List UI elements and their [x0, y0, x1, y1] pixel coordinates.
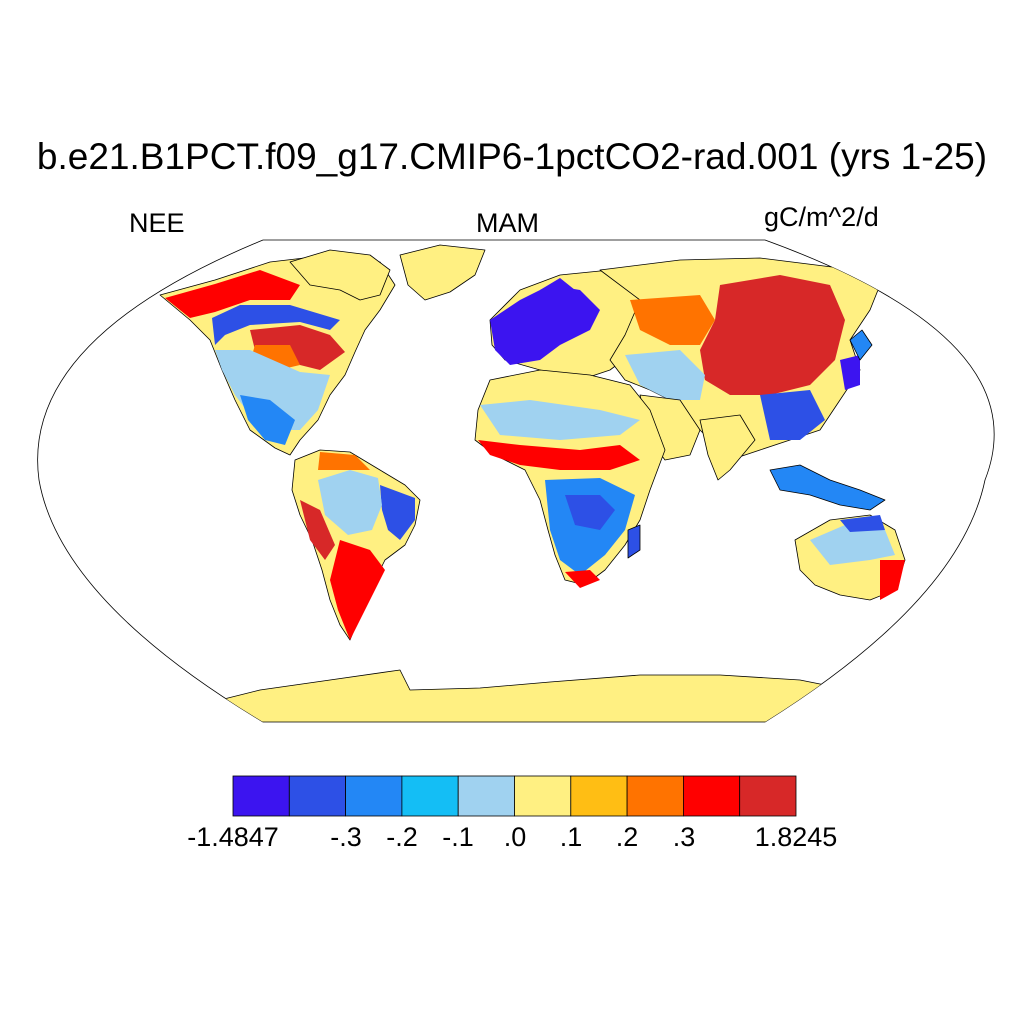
- colorbar-box-3: [401, 775, 459, 817]
- colorbar-box-0: [232, 775, 290, 817]
- north-america-blue: [212, 305, 340, 345]
- australia-red: [880, 560, 905, 600]
- australia-lightblue: [810, 525, 895, 565]
- colorbar-box-5: [514, 775, 572, 817]
- colorbar-box-1: [288, 775, 346, 817]
- north-america-blue-2: [240, 395, 295, 445]
- greenland: [399, 244, 486, 301]
- colorbar-box-4: [457, 775, 515, 817]
- season-label: MAM: [476, 208, 539, 238]
- south-america-orange: [318, 452, 370, 470]
- colorbar-tick-label: .3: [672, 822, 696, 852]
- madagascar: [627, 524, 641, 559]
- africa-blue-2: [565, 495, 615, 530]
- south-america-red: [300, 500, 335, 560]
- north-america-red: [165, 270, 300, 318]
- colorbar-tick-label: -.2: [386, 822, 418, 852]
- colorbar-tick-label: .1: [559, 822, 583, 852]
- plot-title: b.e21.B1PCT.f09_g17.CMIP6-1pctCO2-rad.00…: [36, 136, 988, 177]
- asia-lightblue: [625, 350, 705, 400]
- south-america-red-2: [330, 540, 385, 640]
- japan: [849, 329, 873, 361]
- colorbar-tick-label: -.3: [330, 822, 362, 852]
- europe-blue-2: [540, 278, 575, 305]
- colorbar-tick-label: -.1: [442, 822, 474, 852]
- colorbar-box-6: [570, 775, 628, 817]
- asia-red: [700, 275, 845, 395]
- north-america-lightblue: [215, 350, 330, 430]
- north-america-red-2: [250, 325, 345, 370]
- asia-orange: [630, 295, 715, 345]
- europe-blue: [490, 285, 600, 365]
- colorbar-tick-label: -1.4847: [187, 822, 279, 852]
- colorbar-tick-label: .0: [503, 822, 527, 852]
- colorbar-box-7: [626, 775, 684, 817]
- arctic-islands: [289, 249, 391, 301]
- africa-red: [478, 440, 640, 470]
- colorbar-box-2: [345, 775, 403, 817]
- south-america-blue: [380, 485, 415, 540]
- units-label: gC/m^2/d: [764, 202, 879, 232]
- africa-red-2: [565, 570, 600, 588]
- maritime-southeast-asia: [769, 464, 886, 511]
- colorbar-box-8: [683, 775, 741, 817]
- variable-label: NEE: [129, 208, 185, 238]
- asia-blue: [760, 390, 825, 440]
- india: [699, 414, 756, 481]
- south-america-lightblue: [318, 470, 382, 535]
- africa-lightblue: [480, 400, 640, 440]
- colorbar-tick-label: 1.8245: [754, 822, 838, 852]
- colorbar-tick-label: .2: [615, 822, 639, 852]
- colorbar-box-9: [739, 775, 797, 817]
- australia-blue: [840, 515, 885, 532]
- asia-blue-2: [840, 355, 860, 390]
